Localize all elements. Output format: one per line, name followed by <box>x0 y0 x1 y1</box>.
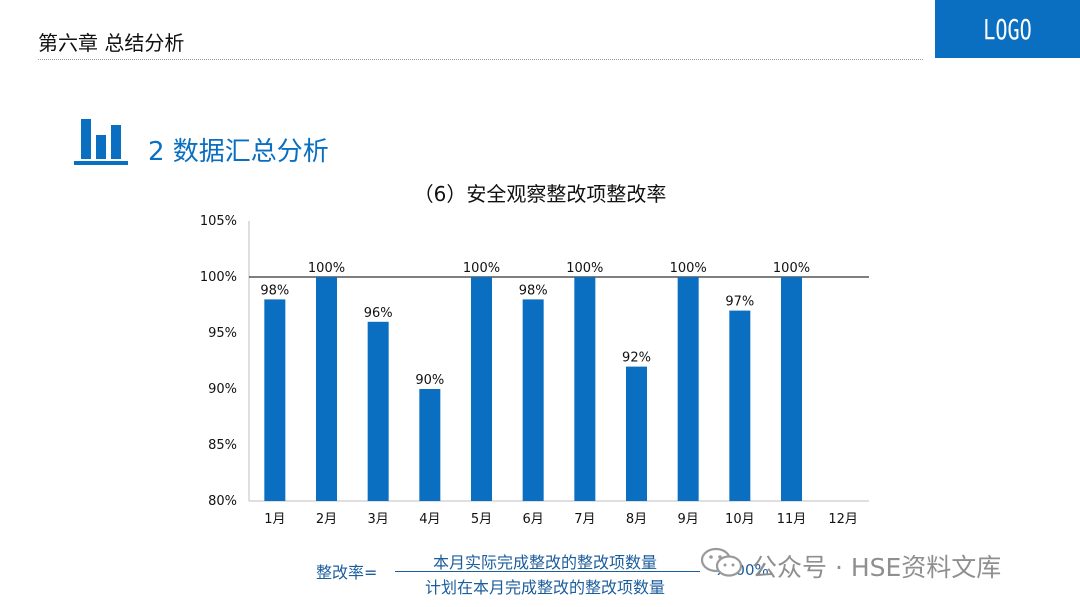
wechat-icon <box>700 547 743 577</box>
bar <box>729 310 751 501</box>
bar-data-label: 90% <box>415 373 444 388</box>
y-tick-label: 90% <box>208 382 237 397</box>
bar-chart-icon <box>74 119 128 165</box>
bar <box>626 366 647 501</box>
y-tick-label: 100% <box>200 270 237 285</box>
x-tick-label: 7月 <box>574 512 595 527</box>
logo-box: LOGO <box>935 0 1080 58</box>
bar-data-label: 100% <box>308 261 345 276</box>
bar <box>264 299 286 501</box>
bar-data-label: 97% <box>725 295 754 310</box>
x-tick-label: 11月 <box>777 512 807 527</box>
formula-label: 整改率= <box>316 563 378 582</box>
bar-data-label: 100% <box>670 261 707 276</box>
x-tick-label: 9月 <box>678 512 699 527</box>
bar-data-label: 100% <box>566 261 603 276</box>
bar <box>316 277 337 501</box>
header-divider <box>38 59 923 60</box>
logo-text: LOGO <box>983 13 1032 46</box>
bar <box>677 277 699 501</box>
watermark: 公众号 · HSE资料文库 <box>700 544 1060 582</box>
formula-numerator: 本月实际完成整改的整改项数量 <box>432 553 657 572</box>
chapter-title: 第六章 总结分析 <box>38 31 185 55</box>
y-tick-label: 95% <box>208 326 237 341</box>
formula-denominator: 计划在本月完成整改的整改项数量 <box>424 578 665 597</box>
x-tick-label: 5月 <box>471 512 492 527</box>
bar-data-label: 92% <box>622 351 651 366</box>
y-tick-label: 105% <box>200 214 237 229</box>
x-tick-label: 4月 <box>419 512 440 527</box>
x-tick-label: 10月 <box>725 512 755 527</box>
y-tick-label: 85% <box>208 438 237 453</box>
y-tick-label: 80% <box>208 494 237 509</box>
bar-data-label: 98% <box>519 283 548 298</box>
x-tick-label: 3月 <box>368 512 389 527</box>
bar-data-label: 98% <box>260 283 289 298</box>
bar-data-label: 100% <box>463 261 500 276</box>
x-tick-label: 6月 <box>523 512 544 527</box>
bar <box>471 277 492 501</box>
x-tick-label: 12月 <box>828 512 858 527</box>
formula-fraction-line <box>395 571 700 572</box>
x-tick-label: 2月 <box>316 512 337 527</box>
bar-data-label: 96% <box>364 306 393 321</box>
section-title: 2 数据汇总分析 <box>148 137 329 167</box>
x-tick-label: 1月 <box>264 512 285 527</box>
bar <box>522 299 544 501</box>
bar <box>367 321 389 501</box>
bar <box>781 277 802 501</box>
x-tick-label: 8月 <box>626 512 647 527</box>
bar <box>419 389 441 501</box>
bar-data-label: 100% <box>773 261 810 276</box>
chart-title: （6）安全观察整改项整改率 <box>413 182 667 206</box>
watermark-text: 公众号 · HSE资料文库 <box>752 553 1002 582</box>
bar <box>574 277 596 501</box>
